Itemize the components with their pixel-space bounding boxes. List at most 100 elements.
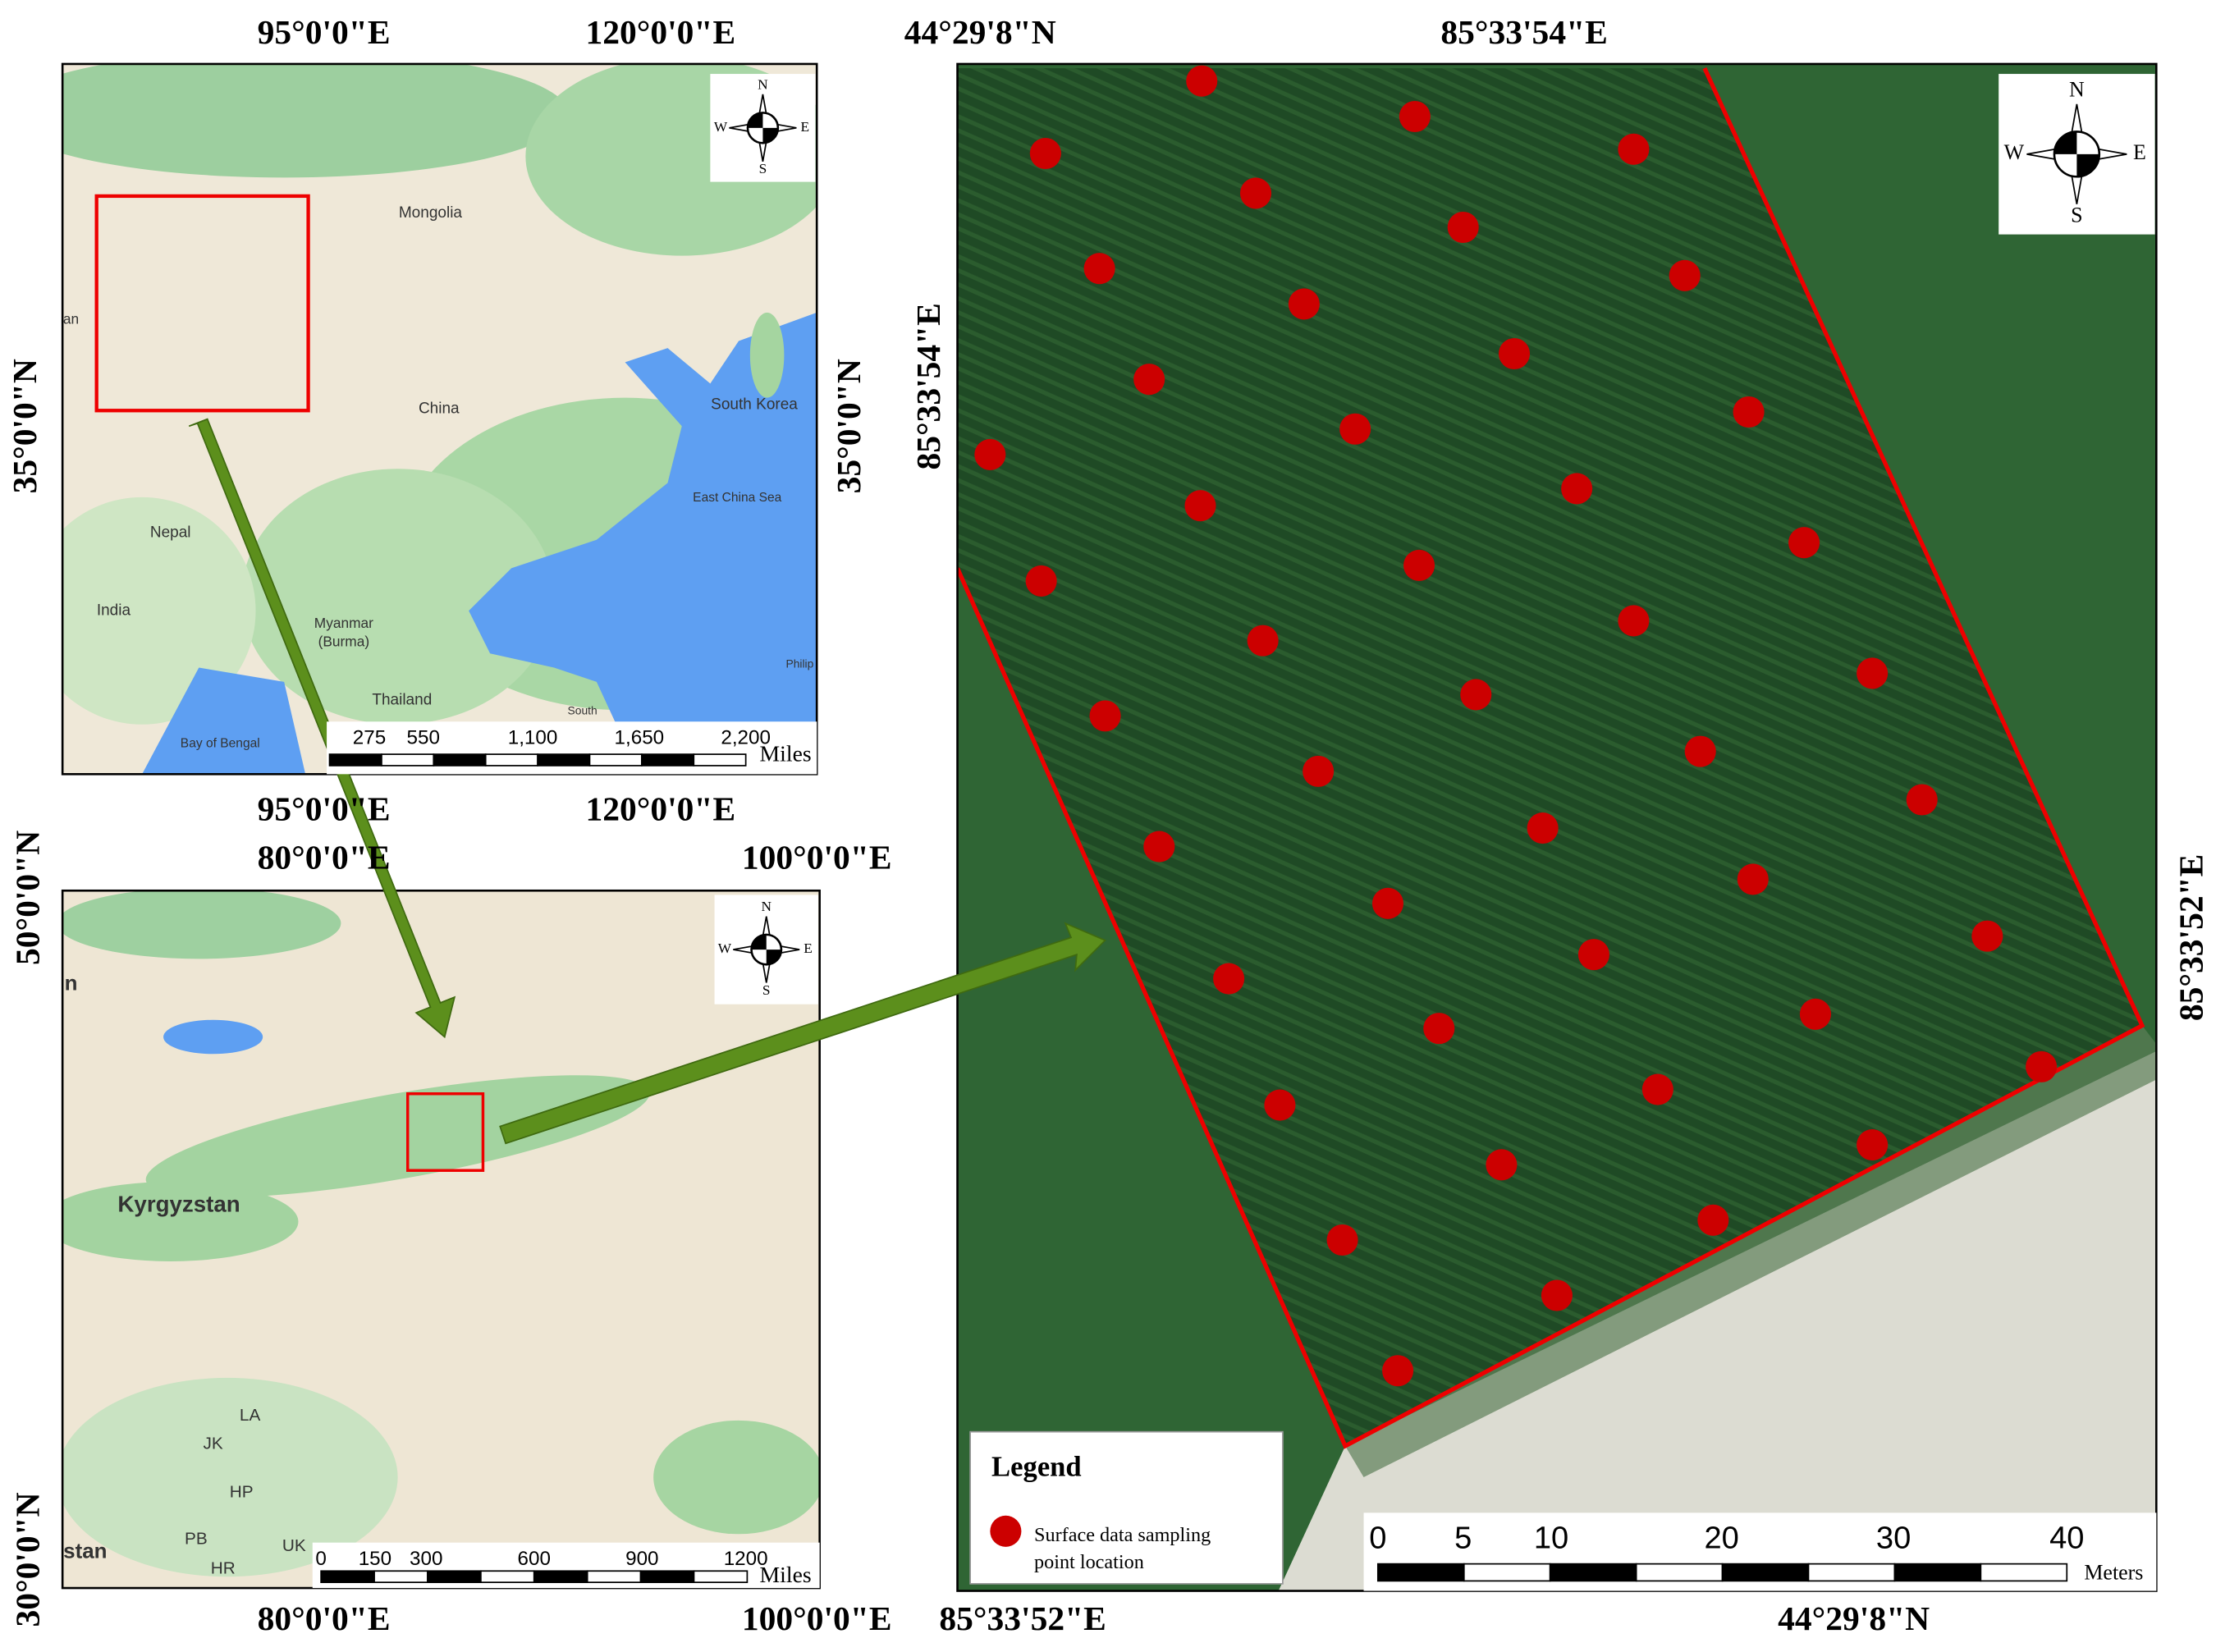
sampling-point [1326, 1224, 1358, 1256]
legend-label: point location [1034, 1551, 1144, 1573]
legend-swatch [990, 1515, 1022, 1547]
sampling-point [2026, 1050, 2058, 1082]
place-label: Kyrgyzstan [117, 1191, 240, 1216]
compass-letter: N [2069, 77, 2085, 101]
scale-segment [537, 753, 591, 767]
arrows [188, 418, 1107, 1145]
coordinate-label: 95°0'0"E [258, 13, 391, 51]
sampling-point [1684, 735, 1716, 767]
place-label: n [65, 970, 78, 995]
place-label: LA [240, 1406, 261, 1425]
scale-segment [533, 1570, 588, 1583]
compass: N S E W [2004, 77, 2146, 227]
coordinate-label: 85°33'54"E [909, 303, 947, 469]
scale-tick-label: 550 [407, 726, 440, 748]
sampling-point [1857, 1129, 1889, 1161]
sampling-point [1339, 413, 1371, 445]
compass-letter: W [2004, 140, 2025, 164]
scale-unit: Miles [760, 1562, 812, 1587]
compass-letter: E [801, 119, 810, 135]
sampling-point [1857, 657, 1889, 689]
scale-tick-label: 10 [1534, 1521, 1568, 1555]
sampling-point [1303, 755, 1335, 787]
scale-segment [433, 753, 487, 767]
sampling-point [1906, 784, 1938, 816]
sampling-point [1247, 625, 1279, 657]
sampling-point [1697, 1204, 1729, 1236]
coordinate-label: 30°0'0"N [9, 1492, 47, 1627]
scale-tick-label: 1200 [724, 1548, 768, 1570]
scale-tick-label: 30 [1876, 1521, 1911, 1555]
sampling-point [1184, 490, 1216, 522]
map-xinjiang [62, 890, 820, 1589]
sampling-point [1399, 100, 1431, 133]
place-label: Myanmar [314, 615, 373, 631]
place-label: stan [63, 1539, 107, 1563]
place-label: Philip [786, 657, 814, 670]
sampling-point [1641, 1073, 1673, 1105]
place-label: India [97, 602, 131, 619]
sampling-point [1133, 364, 1165, 396]
sampling-point [1083, 253, 1115, 285]
scale-tick-label: 20 [1705, 1521, 1739, 1555]
sampling-point [1186, 65, 1218, 97]
compass-quarter [751, 934, 781, 965]
sampling-point [1799, 998, 1831, 1030]
place-label: HP [230, 1482, 254, 1501]
map-field [957, 63, 2157, 1591]
scale-segment [1980, 1563, 2068, 1582]
scale-segment [320, 1570, 375, 1583]
coordinate-label: 85°33'54"E [1440, 13, 1607, 51]
scale-tick-label: 2,200 [721, 726, 771, 748]
compass-quarter [747, 112, 778, 144]
place-label: HR [211, 1559, 236, 1578]
place-label: (Burma) [318, 634, 369, 650]
sampling-point [1213, 963, 1245, 995]
place-label: East China Sea [693, 491, 781, 505]
sampling-point [1460, 679, 1492, 711]
scale-tick-label: 300 [410, 1548, 442, 1570]
scale-segment [641, 753, 695, 767]
scale-unit: Miles [760, 741, 812, 767]
place-label: JK [204, 1434, 223, 1453]
place-label: Mongolia [399, 204, 463, 222]
scale-segment [1463, 1563, 1551, 1582]
scale-tick-label: 900 [625, 1548, 658, 1570]
compass-letter: S [762, 982, 771, 998]
compass-letter: E [804, 940, 813, 956]
scale-tick-label: 1,650 [615, 726, 665, 748]
coordinate-label: 120°0'0"E [585, 13, 735, 51]
scale-tick-label: 600 [518, 1548, 551, 1570]
map-china [62, 63, 817, 775]
scale-segment [1721, 1563, 1810, 1582]
coordinate-label: 35°0'0"N [830, 359, 868, 493]
sampling-point [1382, 1355, 1414, 1387]
scale-segment [427, 1570, 482, 1583]
compass: N S E W [718, 899, 813, 998]
compass-letter: S [2071, 203, 2082, 227]
compass-letter: S [759, 161, 767, 176]
scale-segment [693, 753, 747, 767]
sampling-point [1447, 211, 1479, 244]
sampling-point [1971, 920, 2003, 952]
compass-letter: W [718, 940, 732, 956]
scale-tick-label: 275 [353, 726, 386, 748]
scale-segment [639, 1570, 695, 1583]
compass-letter: N [761, 899, 771, 914]
sampling-point [1403, 549, 1435, 581]
sampling-point [1498, 337, 1531, 370]
coordinate-label: 95°0'0"E [258, 790, 391, 828]
place-label: Thailand [372, 692, 432, 709]
legend-title: Legend [991, 1451, 1082, 1482]
sampling-point [1733, 396, 1765, 428]
coordinate-label: 44°29'8"N [904, 13, 1056, 51]
scale-tick-label: 0 [315, 1548, 326, 1570]
coordinate-label: 100°0'0"E [742, 1599, 892, 1637]
sampling-point [1669, 259, 1701, 291]
sampling-point [1264, 1089, 1296, 1121]
scale-tick-label: 40 [2049, 1521, 2084, 1555]
place-label: Nepal [150, 524, 191, 541]
compass-letter: W [714, 119, 728, 135]
scale-segment [588, 753, 643, 767]
